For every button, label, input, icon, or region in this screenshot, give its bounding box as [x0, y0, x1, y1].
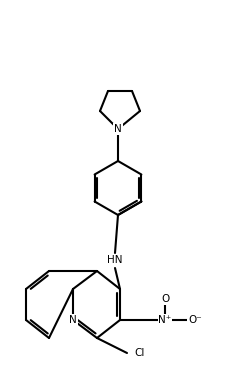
Text: N: N — [114, 124, 122, 134]
Text: O⁻: O⁻ — [188, 315, 202, 325]
Text: Cl: Cl — [134, 348, 144, 358]
Text: O: O — [161, 294, 169, 304]
Text: HN: HN — [107, 255, 123, 265]
Text: N: N — [69, 315, 77, 325]
Text: N⁺: N⁺ — [158, 315, 172, 325]
